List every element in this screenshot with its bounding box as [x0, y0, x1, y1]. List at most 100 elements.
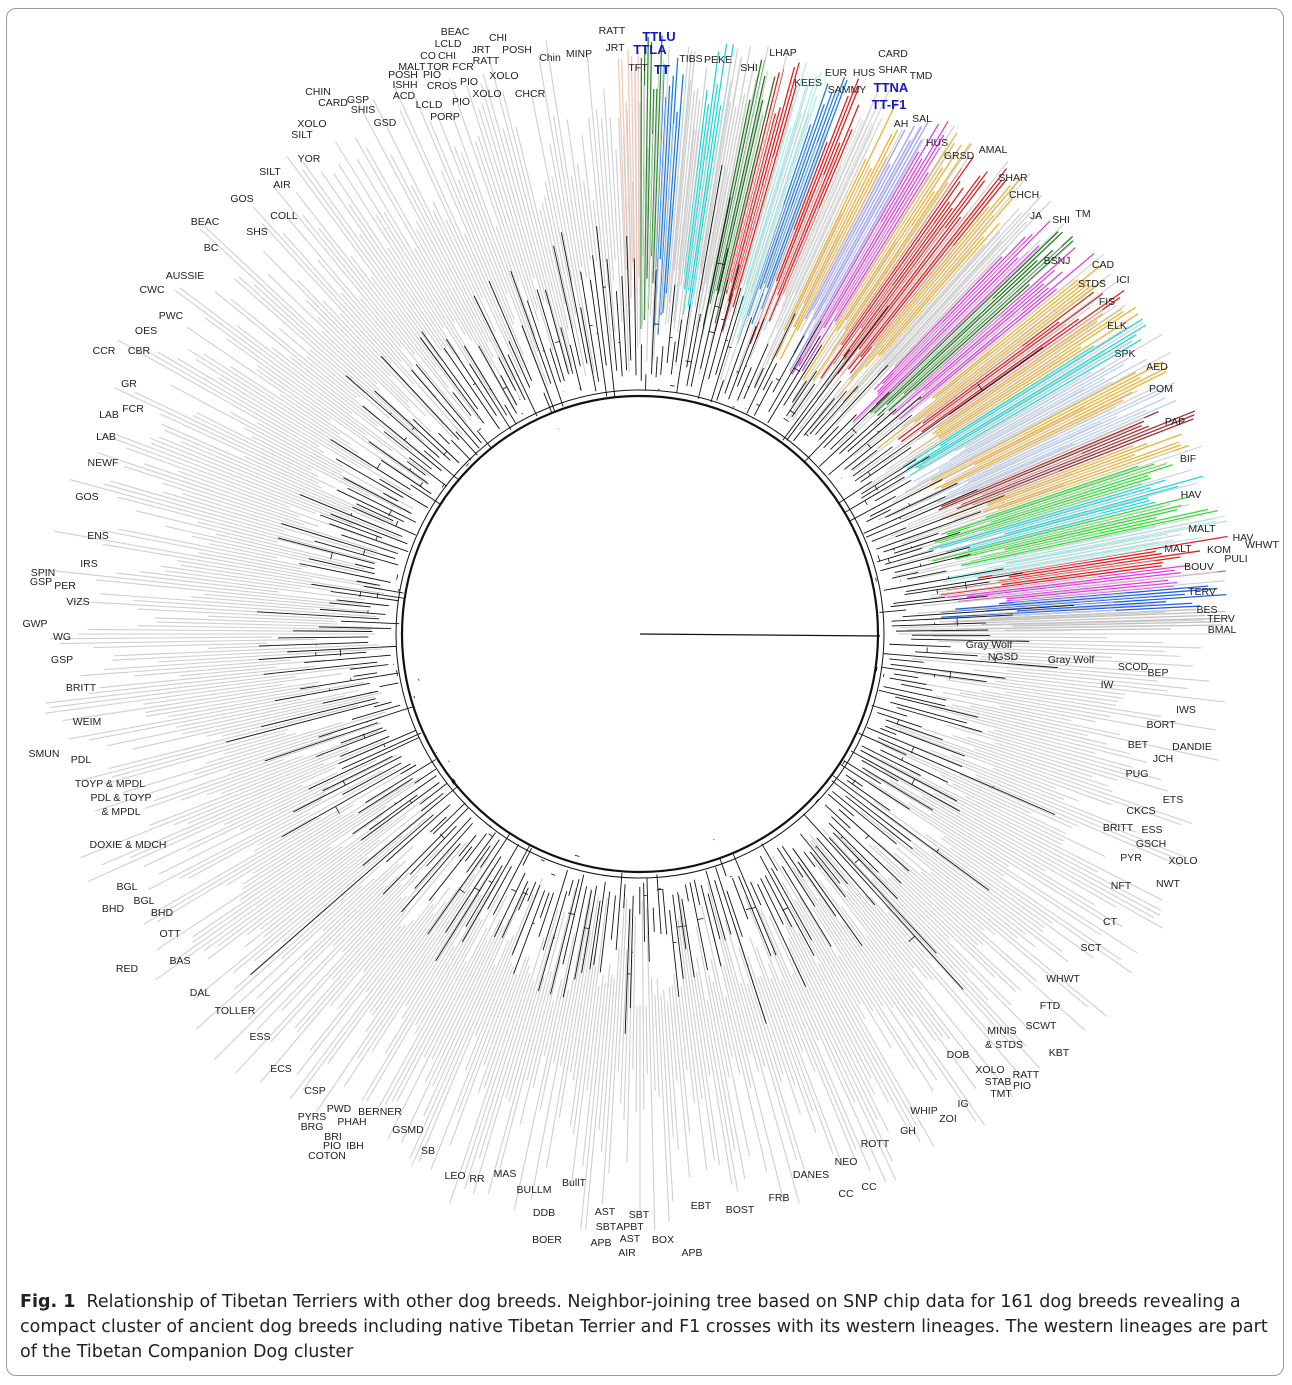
tip-branch — [203, 593, 335, 607]
tip-branch — [156, 776, 422, 951]
internal-branch — [719, 858, 727, 877]
internal-branch — [287, 645, 397, 653]
internal-branch — [890, 701, 967, 724]
tip-branch — [649, 72, 660, 317]
clade-tip — [789, 139, 923, 372]
tip-branch — [223, 772, 337, 826]
tip-branch — [884, 771, 1163, 929]
breed-label: SILT — [291, 129, 313, 141]
internal-branch — [949, 671, 952, 680]
tip-branch — [188, 812, 310, 879]
internal-branch — [662, 889, 668, 935]
tip-branch — [545, 911, 592, 1168]
tip-branch — [253, 834, 403, 962]
tip-branch — [144, 684, 316, 713]
breed-label: ESS — [1141, 824, 1162, 836]
internal-branch — [860, 749, 958, 802]
tip-branch — [206, 730, 380, 796]
internal-branch — [670, 341, 676, 375]
internal-branch — [574, 854, 580, 857]
tip-branch — [248, 885, 385, 1020]
internal-branch — [862, 767, 934, 811]
tip-branch — [295, 191, 450, 389]
internal-branch — [797, 861, 837, 917]
internal-branch — [762, 363, 778, 391]
tip-branch — [979, 658, 1151, 673]
tip-branch — [969, 705, 1219, 761]
internal-branch — [815, 846, 817, 848]
breed-label: SMUN — [29, 748, 60, 760]
tip-branch — [99, 665, 316, 689]
internal-branch — [340, 620, 400, 625]
internal-branch — [308, 558, 375, 575]
tip-branch — [302, 913, 434, 1091]
tip-branch — [796, 869, 938, 1081]
breed-label: ACD — [393, 90, 416, 102]
tip-branch — [260, 908, 408, 1083]
clade-tip — [637, 51, 640, 278]
breed-label: PULI — [1224, 553, 1247, 565]
tip-branch — [896, 847, 1089, 1008]
tip-branch — [873, 312, 1001, 427]
breed-label: PUG — [1126, 768, 1149, 780]
breed-label: BEAC — [441, 26, 470, 38]
internal-branch — [716, 380, 724, 401]
tip-branch — [635, 1006, 638, 1113]
internal-branch — [335, 458, 404, 498]
internal-branch — [880, 749, 949, 783]
tip-branch — [146, 686, 321, 717]
tip-branch — [909, 771, 1163, 901]
tip-branch — [502, 128, 570, 374]
tip-branch — [448, 77, 520, 282]
tip-branch — [932, 469, 1192, 548]
tip-branch — [642, 85, 646, 326]
tip-branch — [303, 860, 407, 960]
tip-branch — [164, 570, 301, 590]
tip-branch — [920, 345, 1023, 424]
internal-branch — [342, 780, 346, 786]
tip-branch — [890, 779, 1046, 872]
tip-branch — [570, 896, 599, 1073]
internal-branch — [349, 664, 389, 670]
tip-branch — [423, 891, 525, 1117]
internal-branch — [690, 197, 731, 387]
breed-label: BRITT — [1103, 822, 1134, 834]
tip-branch — [894, 351, 1106, 480]
internal-branch — [831, 774, 990, 891]
tip-branch — [829, 314, 981, 457]
clade-tip — [997, 444, 1182, 510]
tip-branch — [760, 975, 817, 1133]
tip-branch — [930, 749, 1136, 833]
tip-branch — [196, 412, 313, 471]
internal-branch — [394, 802, 397, 805]
tip-branch — [887, 912, 930, 959]
breed-label: TM — [1075, 208, 1090, 220]
internal-branch — [487, 865, 512, 910]
tip-branch — [985, 639, 1164, 644]
internal-branch — [445, 338, 497, 416]
tip-branch — [244, 839, 381, 948]
clade-tip — [673, 51, 696, 272]
tip-branch — [716, 111, 764, 306]
breed-label: CWC — [139, 284, 164, 296]
tip-branch — [282, 232, 464, 436]
internal-branch — [852, 446, 893, 477]
internal-branch — [681, 898, 695, 978]
tip-branch — [337, 925, 406, 1009]
tip-branch — [757, 908, 871, 1172]
internal-branch — [936, 589, 938, 594]
breed-label: GSP — [30, 576, 52, 588]
tip-branch — [279, 394, 341, 435]
breed-label: ECS — [270, 1063, 292, 1075]
breed-label: CC — [861, 1181, 877, 1193]
internal-branch — [322, 690, 379, 704]
clade-tip — [847, 168, 1008, 370]
tip-branch — [399, 109, 522, 375]
tip-branch — [414, 918, 481, 1034]
tip-branch — [895, 351, 1171, 499]
internal-branch — [866, 727, 963, 768]
tip-branch — [365, 873, 476, 1033]
tip-branch — [176, 690, 359, 728]
internal-branch — [452, 392, 472, 417]
tip-branch — [424, 895, 508, 1058]
